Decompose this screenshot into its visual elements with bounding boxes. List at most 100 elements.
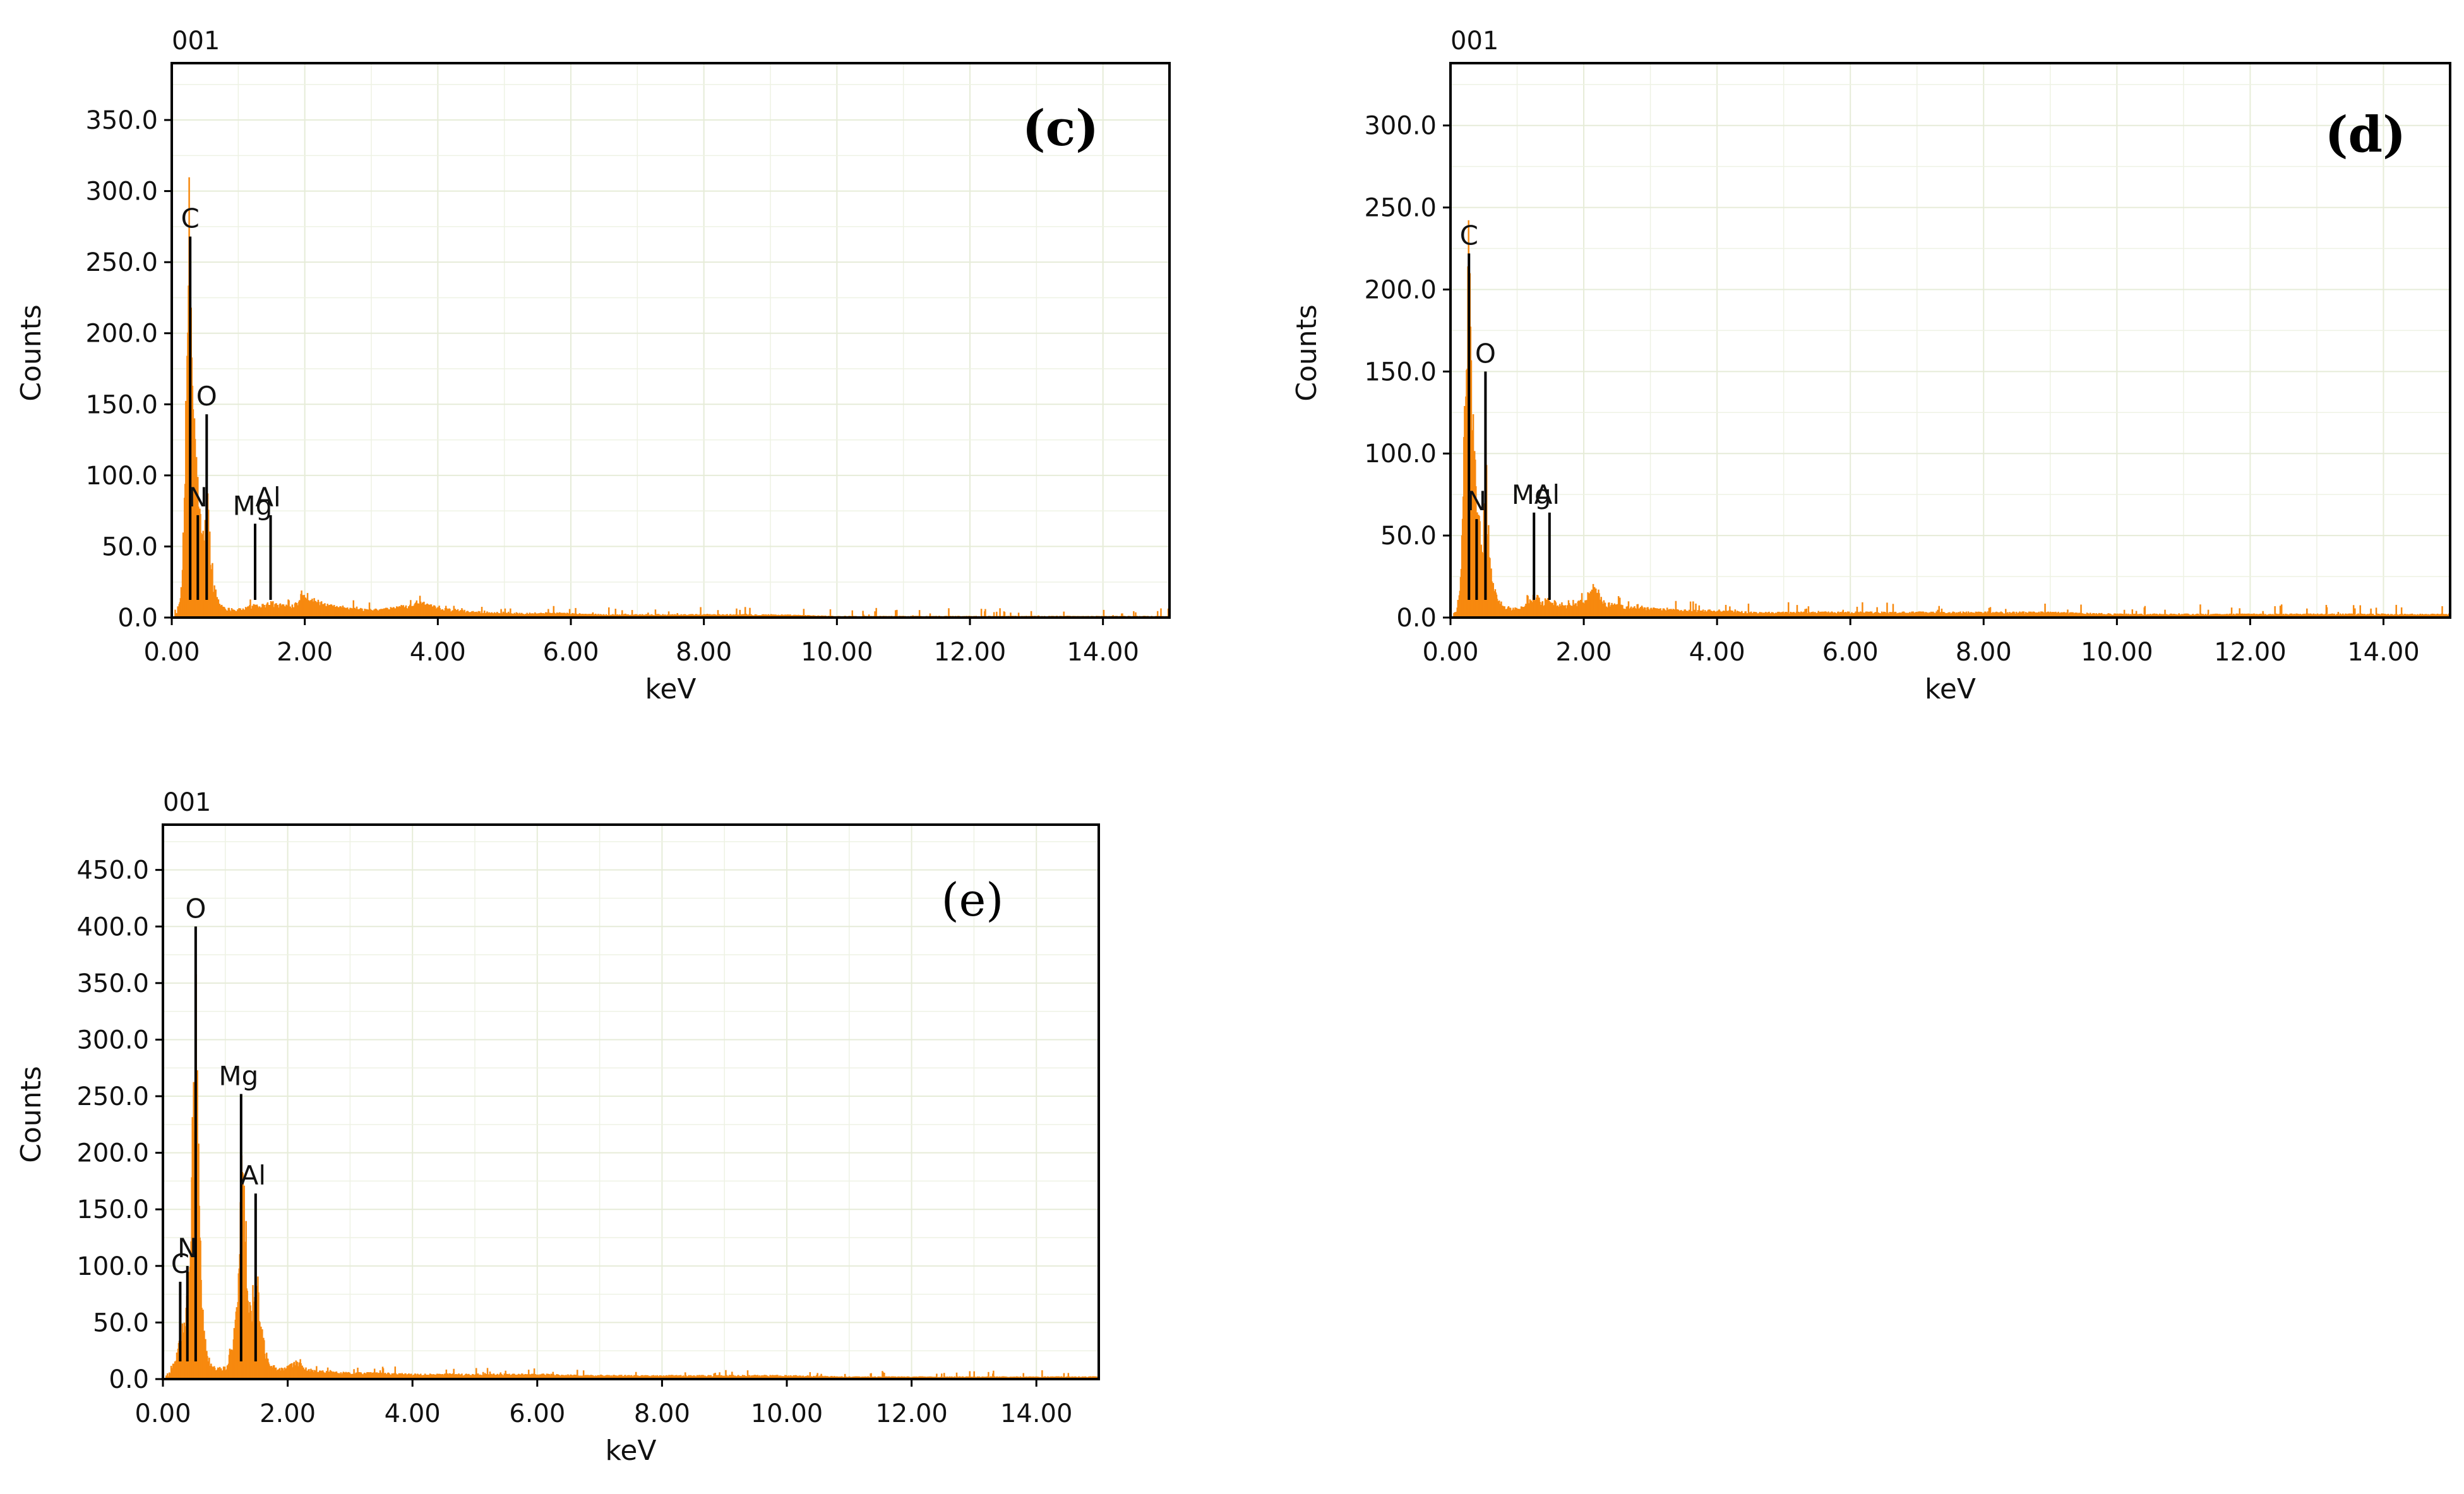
panel-label: (e) <box>942 873 1004 926</box>
spectrum-bar <box>373 1368 376 1379</box>
spectrum-bar <box>875 607 877 618</box>
spectrum-bar <box>453 1368 455 1379</box>
spectrum-bar <box>829 609 832 618</box>
spectrum-bar <box>2135 611 2138 618</box>
x-tick-label: 4.00 <box>385 1399 441 1428</box>
spectrum-bar <box>1617 596 1620 618</box>
peak-label-o: O <box>196 381 217 412</box>
x-tick-label: 4.00 <box>410 638 466 667</box>
spectrum-bar <box>2044 603 2046 618</box>
y-tick-label: 200.0 <box>85 320 158 349</box>
spectrum-bar <box>553 606 555 618</box>
spectrum-bar <box>2067 609 2069 618</box>
y-tick-label: 0.0 <box>109 1365 149 1394</box>
y-tick-label: 350.0 <box>85 106 158 135</box>
plot-frame <box>162 823 1100 1380</box>
x-tick-label: 8.00 <box>676 638 732 667</box>
y-tick-label: 450.0 <box>76 856 149 885</box>
spectrum-bar <box>874 611 876 618</box>
x-tick-label: 2.00 <box>277 638 333 667</box>
spectrum-bar <box>582 1370 585 1379</box>
panel-label: (c) <box>1022 100 1099 157</box>
peak-label-n: N <box>188 482 208 513</box>
spectrum-bar <box>896 609 898 618</box>
y-axis-title: Counts <box>1291 304 1323 402</box>
spectrum-bar <box>955 1372 958 1379</box>
spectrum-bar <box>1063 611 1065 618</box>
peak-label-al: Al <box>241 1160 266 1191</box>
spectrum-bar <box>862 611 864 618</box>
spectrum-bar <box>1988 607 1990 618</box>
y-axis: 0.050.0100.0150.0200.0250.0300.0350.0400… <box>76 856 163 1394</box>
x-tick-label: 0.00 <box>1422 638 1478 667</box>
y-tick-label: 100.0 <box>85 462 158 491</box>
spectrum-bar <box>1133 611 1135 618</box>
y-tick-label: 100.0 <box>1364 439 1437 469</box>
x-tick-label: 2.00 <box>260 1399 316 1428</box>
y-tick-label: 350.0 <box>76 969 149 998</box>
x-tick-label: 0.00 <box>135 1399 191 1428</box>
spectrum-bar <box>2080 604 2082 618</box>
eds-spectrum-panel-c: 001 C O N Mg Al 0.00 2.00 4.00 6.00 8.00 10.00 12.00… <box>0 0 1200 726</box>
spectrum-bar <box>1876 607 1878 618</box>
y-tick-label: 250.0 <box>76 1082 149 1111</box>
spectrum-bar <box>2352 605 2355 618</box>
spectrum-bar <box>1135 612 1137 618</box>
spectrum-bar <box>2395 604 2397 618</box>
x-axis: 0.00 2.00 4.00 6.00 8.00 10.00 12.00 14.00 <box>135 1379 1072 1428</box>
x-tick-label: 10.00 <box>2081 638 2153 667</box>
spectrum-bar <box>667 611 670 618</box>
y-tick-label: 200.0 <box>76 1139 149 1168</box>
spectrum-bar <box>575 607 577 618</box>
peak-label-al: Al <box>255 482 280 513</box>
spectrum-bar <box>2441 606 2443 618</box>
x-tick-label: 6.00 <box>1822 638 1879 667</box>
spectrum-bar <box>489 1371 491 1379</box>
spectrum-bar <box>894 610 897 618</box>
spectrum-bar <box>749 607 751 618</box>
y-axis-title: Counts <box>15 304 47 402</box>
spectrum-bar <box>486 1368 489 1379</box>
spectrum-bar <box>1805 608 1807 618</box>
grid-lines <box>1450 63 2450 618</box>
spectrum-bar <box>2400 607 2403 618</box>
y-tick-label: 100.0 <box>76 1252 149 1281</box>
x-tick-label: 0.00 <box>143 638 200 667</box>
spectrum-bar <box>212 563 213 618</box>
spectrum-bar <box>2005 609 2007 618</box>
spectrum-bar <box>870 1373 872 1379</box>
spectrum-bar <box>2337 612 2340 618</box>
spectrum-bar <box>1022 1373 1024 1379</box>
spectrum-bar <box>731 1371 733 1379</box>
x-tick-label: 6.00 <box>542 638 599 667</box>
x-tick-label: 6.00 <box>509 1399 565 1428</box>
peak-label-mg: Mg <box>1512 479 1552 510</box>
spectrum-bars <box>174 177 1171 618</box>
spectrum-bar <box>2207 609 2210 618</box>
spectrum-bar <box>1067 1373 1070 1379</box>
spectrum-bar <box>988 1371 990 1379</box>
peak-label-mg: Mg <box>233 490 273 521</box>
spectrum-bar <box>621 610 623 618</box>
spectrum-bar <box>475 1368 477 1379</box>
spectrum-bar <box>739 609 741 618</box>
peak-label-c: C <box>181 203 200 234</box>
spectrum-bar <box>1747 603 1750 618</box>
spectrum-bar <box>1796 605 1798 618</box>
spectrum-bar <box>700 607 702 618</box>
spectrum-bar <box>725 1370 727 1379</box>
y-tick-label: 250.0 <box>85 248 158 277</box>
y-tick-label: 300.0 <box>76 1025 149 1055</box>
x-tick-label: 8.00 <box>1956 638 2012 667</box>
spectrum-bar <box>1003 612 1006 618</box>
spectrum-bar <box>868 614 870 618</box>
spectrum-bar <box>2131 609 2134 618</box>
spectrum-bar <box>1692 601 1694 618</box>
peak-label-mg: Mg <box>218 1060 258 1091</box>
spectrum-bar <box>1689 601 1692 618</box>
